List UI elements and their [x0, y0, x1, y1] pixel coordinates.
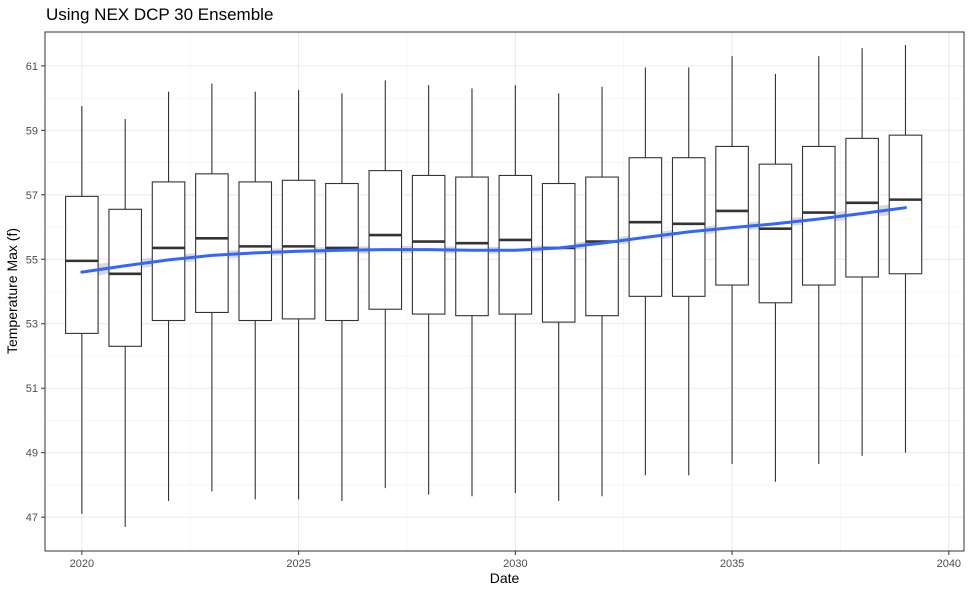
y-axis: 47 49 51 53 55 57 59 61 — [26, 61, 45, 524]
box-2036 — [758, 73, 793, 482]
box-2028 — [411, 85, 446, 495]
trend-line — [80, 206, 907, 274]
x-tick-label: 2035 — [720, 558, 744, 570]
box-2023 — [195, 83, 229, 492]
box-2031 — [541, 93, 576, 502]
box-2020 — [65, 106, 99, 514]
smooth-trend-line — [80, 206, 907, 274]
x-tick-label: 2020 — [70, 558, 94, 570]
y-tick-label: 47 — [26, 512, 38, 524]
box-iqr — [585, 176, 619, 317]
box-2022 — [151, 91, 186, 502]
box-iqr — [455, 176, 489, 317]
y-axis-title: Temperature Max (f) — [4, 228, 20, 354]
box-2032 — [585, 86, 619, 497]
chart-title: Using NEX DCP 30 Ensemble — [46, 5, 273, 24]
x-tick-label: 2025 — [286, 558, 310, 570]
box-iqr — [715, 145, 749, 286]
y-tick-label: 57 — [26, 190, 38, 202]
box-2027 — [368, 80, 403, 489]
box-2029 — [455, 88, 489, 497]
y-tick-label: 53 — [26, 319, 38, 331]
x-axis-title: Date — [490, 570, 520, 586]
box-2021 — [108, 119, 143, 527]
box-2038 — [845, 48, 879, 456]
box-iqr — [758, 163, 793, 304]
box-2033 — [628, 67, 663, 476]
box-iqr — [368, 170, 403, 310]
y-tick-label: 55 — [26, 254, 38, 266]
x-axis: 2020 2025 2030 2035 2040 — [70, 551, 961, 570]
plot-border — [44, 31, 965, 552]
box-iqr — [195, 173, 229, 314]
boxes — [65, 44, 923, 527]
box-iqr — [325, 182, 359, 322]
y-tick-label: 59 — [26, 125, 38, 137]
box-iqr — [628, 157, 663, 297]
box-iqr — [845, 137, 879, 278]
box-2037 — [801, 56, 836, 464]
box-iqr — [671, 157, 706, 297]
y-tick-label: 49 — [26, 448, 38, 460]
box-2026 — [325, 93, 359, 502]
box-iqr — [411, 174, 446, 315]
box-2034 — [671, 67, 706, 476]
x-tick-label: 2030 — [503, 558, 527, 570]
box-iqr — [65, 195, 99, 334]
box-2035 — [715, 56, 749, 464]
y-tick-label: 61 — [26, 61, 38, 73]
x-tick-label: 2040 — [937, 558, 961, 570]
box-iqr — [498, 174, 533, 315]
box-iqr — [108, 208, 143, 347]
box-2039 — [888, 44, 923, 453]
box-iqr — [888, 134, 923, 275]
y-tick-label: 51 — [26, 383, 38, 395]
box-iqr — [801, 145, 836, 286]
box-iqr — [541, 182, 576, 323]
box-iqr — [151, 181, 186, 322]
box-2030 — [498, 85, 533, 493]
